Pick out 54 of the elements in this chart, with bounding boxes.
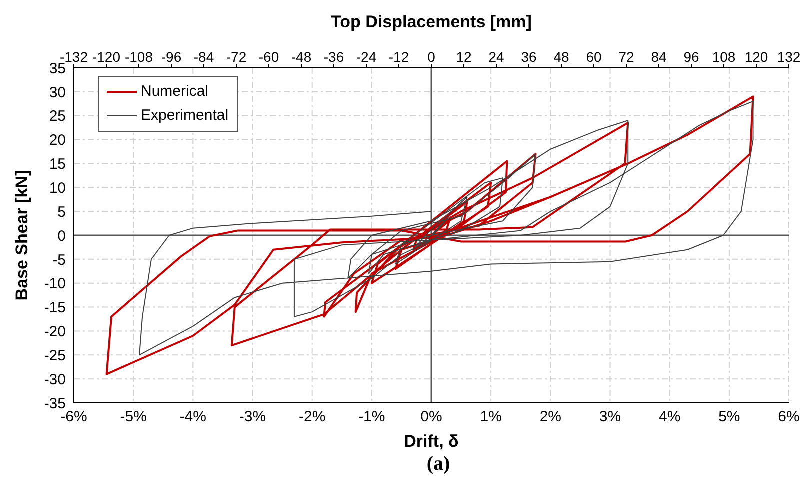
y-tick-label: 25 — [49, 108, 66, 126]
y-tick-label: 30 — [49, 84, 66, 102]
y-tick-label: -15 — [44, 300, 66, 317]
y-tick-label: 10 — [49, 180, 66, 197]
legend-label: Numerical — [141, 82, 209, 102]
x2-tick-label: -36 — [324, 49, 344, 65]
x2-tick-label: 108 — [712, 49, 736, 65]
y-tick-label: -20 — [44, 324, 66, 341]
x2-tick-label: 96 — [684, 49, 700, 65]
x-tick-label: -1% — [358, 408, 386, 426]
x2-tick-label: -84 — [194, 49, 214, 65]
x-tick-label: 5% — [718, 408, 740, 426]
x-tick-label: -3% — [239, 408, 266, 426]
x2-tick-label: -24 — [356, 49, 377, 65]
y-tick-label: 5 — [58, 204, 66, 221]
y-tick-label: 35 — [49, 60, 66, 78]
x2-tick-label: 36 — [521, 49, 537, 65]
x2-axis-title: Top Displacements [mm] — [331, 12, 532, 32]
x-tick-label: -4% — [180, 408, 207, 426]
x2-tick-label: 24 — [488, 49, 504, 65]
y-tick-label: -10 — [44, 276, 66, 293]
x-tick-label: 1% — [480, 408, 502, 426]
x2-tick-label: 48 — [554, 49, 570, 65]
x-tick-label: 6% — [778, 408, 800, 426]
x-tick-label: 3% — [599, 408, 622, 426]
x-tick-label: -2% — [298, 408, 326, 426]
x-axis-title: Drift, δ — [404, 432, 459, 451]
y-tick-label: -30 — [44, 371, 66, 388]
x2-tick-label: 84 — [651, 49, 667, 65]
x-tick-label: -5% — [120, 408, 147, 426]
x2-tick-label: -72 — [226, 49, 247, 65]
y-axis-title: Base Shear [kN] — [12, 170, 32, 301]
x2-tick-label: 72 — [618, 49, 634, 65]
x2-tick-label: 12 — [456, 49, 472, 65]
x2-tick-label: 60 — [586, 49, 602, 65]
x-tick-label: 4% — [658, 408, 681, 426]
x2-tick-label: -96 — [161, 49, 182, 65]
text: (a) — [426, 453, 452, 476]
y-tick-label: -25 — [44, 347, 66, 364]
x-tick-label: 2% — [540, 408, 562, 426]
x2-tick-label: -12 — [388, 49, 410, 65]
y-tick-label: 15 — [49, 156, 66, 174]
y-tick-label: 20 — [49, 132, 66, 150]
legend-label: Experimental — [141, 106, 229, 126]
x2-tick-label: 120 — [744, 49, 768, 65]
y-tick-label: -5 — [52, 252, 66, 269]
x2-tick-label: -48 — [291, 49, 312, 65]
x2-tick-label: 0 — [428, 49, 436, 65]
x2-tick-label: 132 — [777, 49, 801, 65]
x2-tick-label: -60 — [258, 49, 280, 65]
x-tick-label: 0% — [420, 408, 442, 426]
x2-tick-label: -108 — [124, 49, 154, 65]
x2-tick-label: -120 — [92, 49, 121, 65]
y-tick-label: 0 — [58, 228, 66, 245]
